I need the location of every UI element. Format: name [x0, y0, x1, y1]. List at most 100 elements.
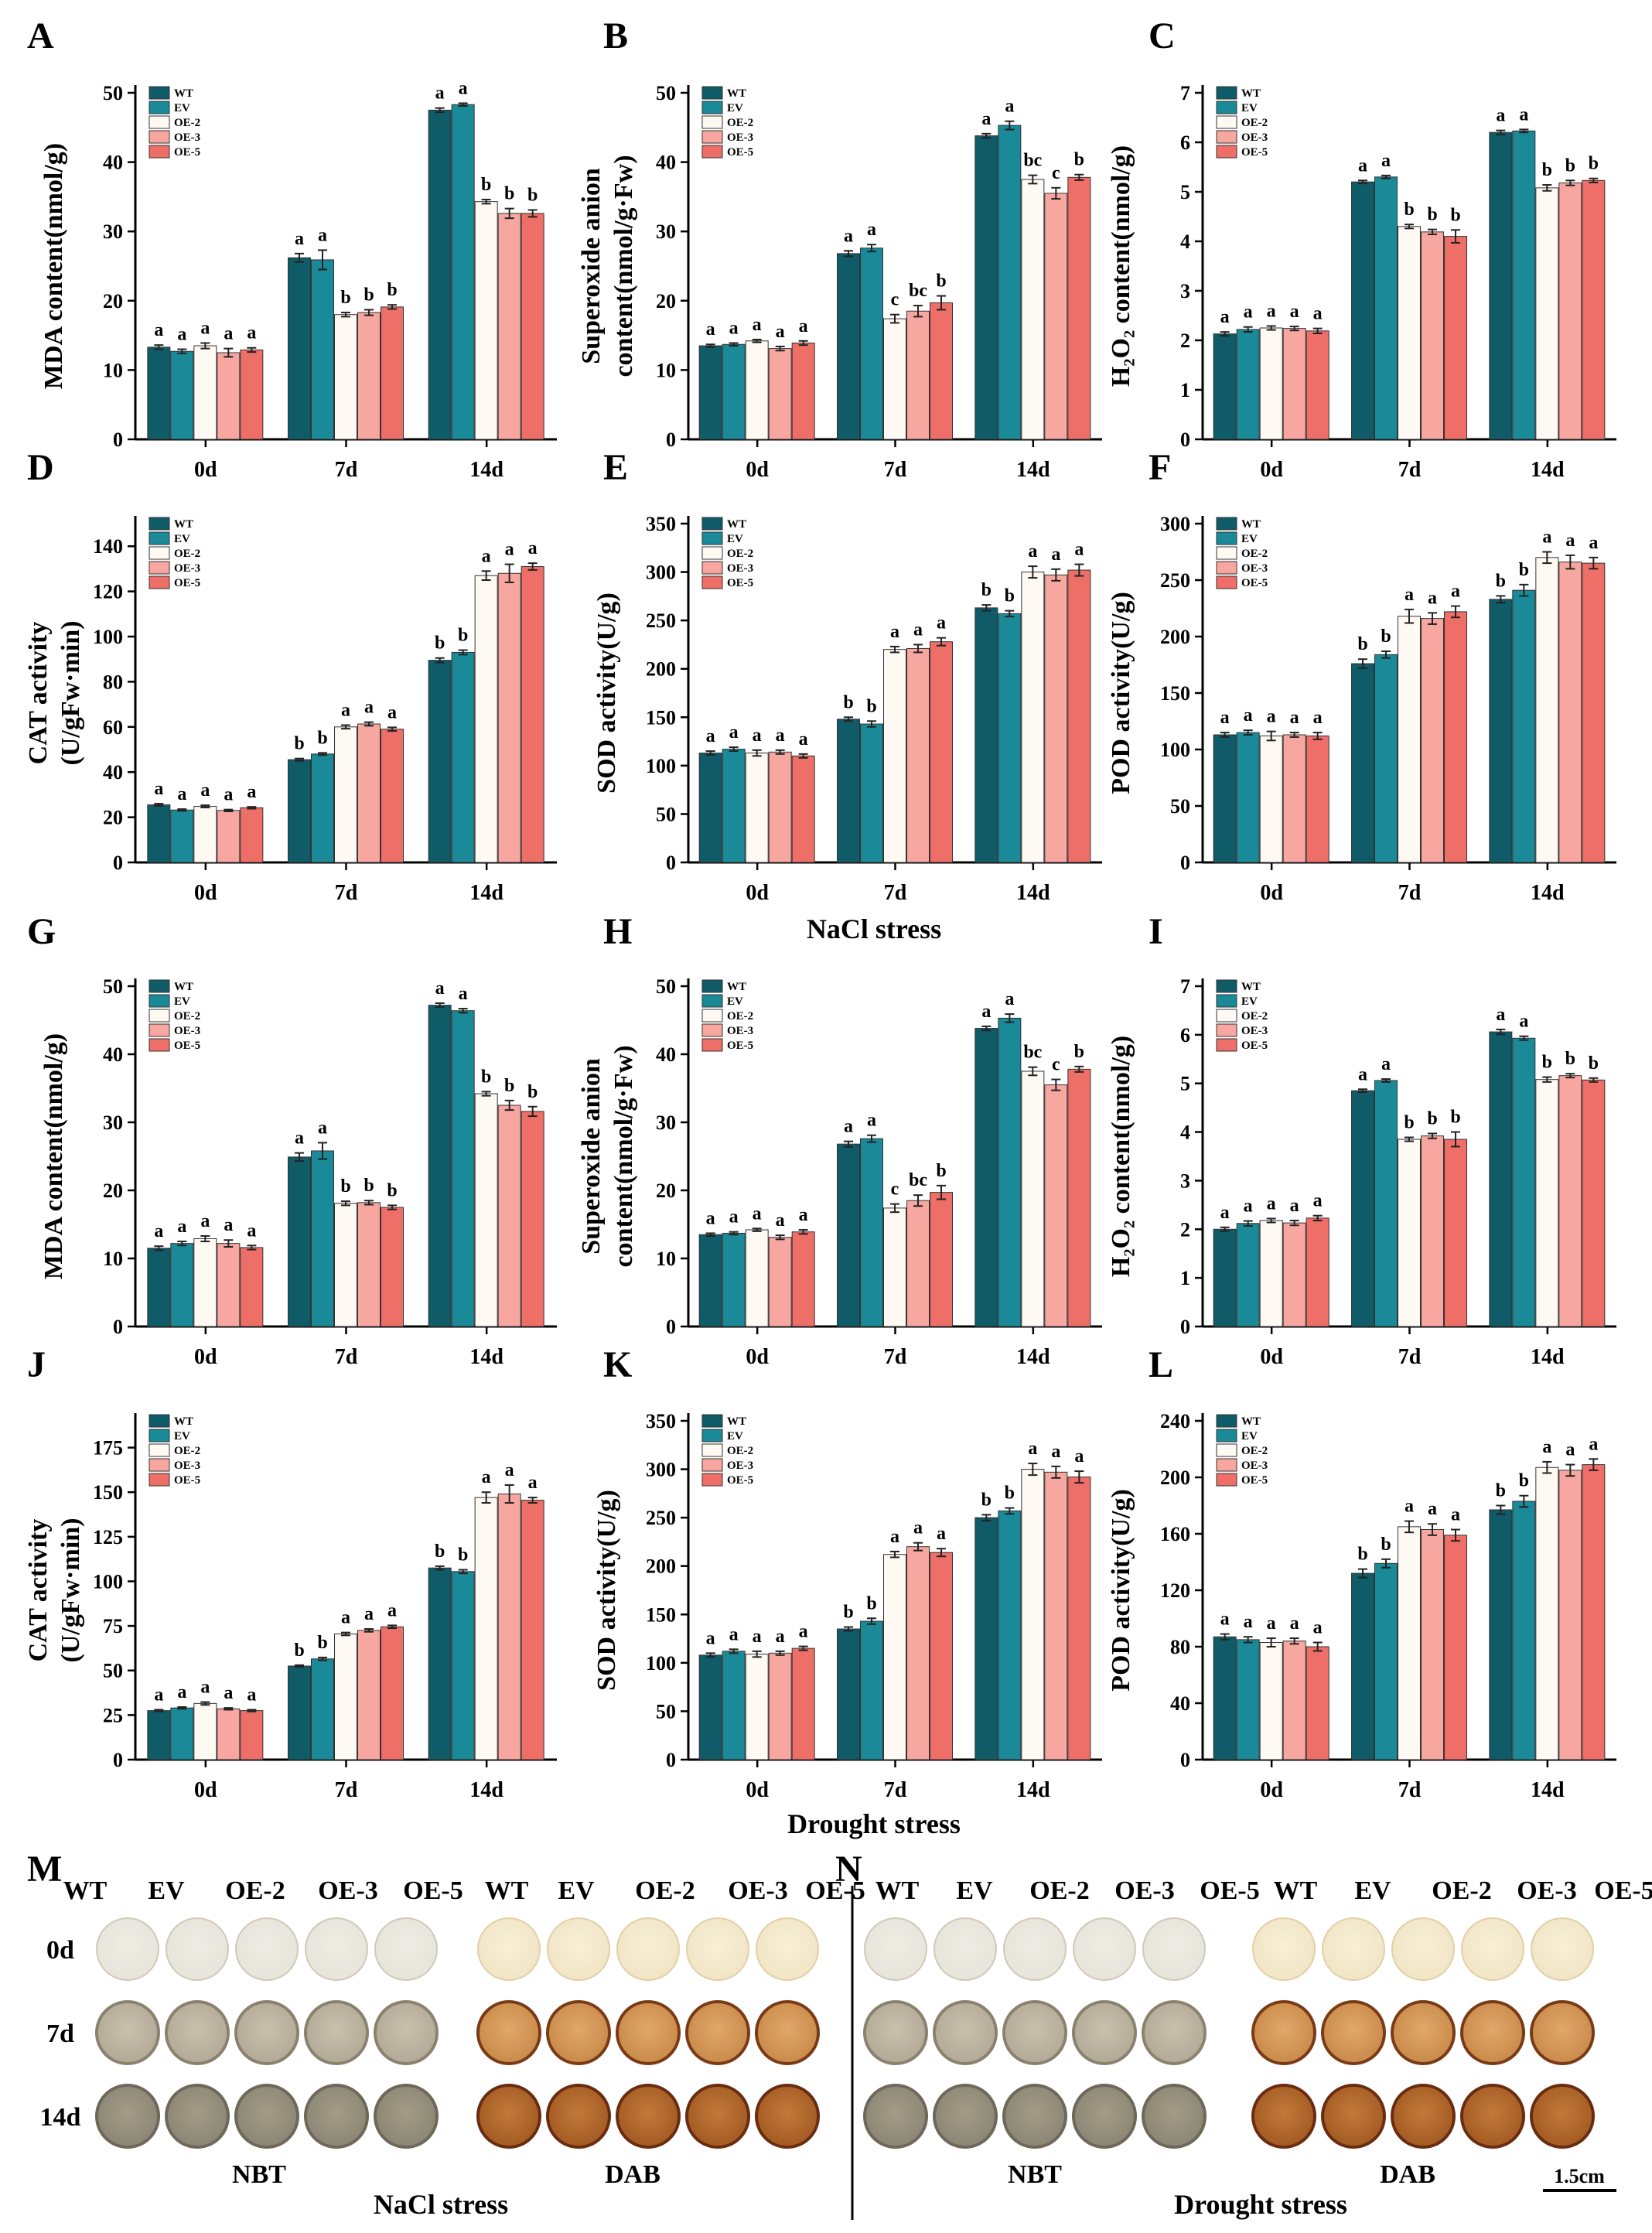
- y-axis-title: CAT activity (U/gFw·min): [24, 621, 85, 766]
- significance-letter: a: [224, 785, 233, 805]
- dab-leaf-disc: [1461, 1917, 1524, 1981]
- y-tick-label: 30: [656, 1111, 676, 1134]
- staining-photo-panels: MWT EV OE-2 OE-3 OE-5 WT EV OE-2 OE-3 OE-50d7d14d…: [27, 1849, 1652, 2220]
- bar-ev-0d: [1236, 1639, 1260, 1760]
- significance-letter: a: [247, 1221, 256, 1241]
- bar-oe-3-7d: [1421, 231, 1444, 440]
- significance-letter: b: [1542, 1053, 1552, 1073]
- legend-swatch-oe-2: [148, 546, 170, 560]
- legend-swatch-oe-5: [148, 1038, 170, 1052]
- bar-oe-3-7d: [906, 1200, 930, 1327]
- y-tick-label: 50: [103, 975, 123, 998]
- x-category-label: 14d: [1016, 458, 1050, 482]
- y-tick-label: 1: [1180, 1267, 1190, 1289]
- x-category-label: 7d: [335, 1778, 358, 1802]
- bar-oe-2-14d: [474, 1093, 498, 1327]
- significance-letter: a: [1451, 1505, 1460, 1525]
- legend-label-oe-5: OE-5: [174, 1040, 200, 1052]
- bar-oe-2-0d: [745, 340, 769, 440]
- significance-letter: a: [981, 1002, 991, 1022]
- bar-ev-14d: [998, 1510, 1022, 1760]
- x-category-label: 7d: [884, 458, 907, 482]
- significance-letter: a: [867, 1111, 876, 1131]
- photo-row-label: 14d: [40, 2103, 81, 2132]
- significance-letter: a: [1428, 1499, 1437, 1519]
- bar-oe-3-0d: [768, 1237, 792, 1327]
- bar-ev-14d: [451, 1010, 475, 1327]
- legend-label-ev: EV: [174, 102, 190, 114]
- significance-letter: b: [1404, 200, 1414, 220]
- panel-letter-c: C: [1149, 15, 1176, 56]
- significance-letter: b: [1450, 1108, 1460, 1128]
- panel-letter-d: D: [27, 447, 54, 488]
- dab-leaf-disc: [546, 2000, 611, 2065]
- legend-label-ev: EV: [1241, 1430, 1258, 1443]
- bar-oe-5-14d: [1582, 179, 1606, 440]
- y-tick-label: 0: [113, 852, 123, 874]
- bar-oe-3-7d: [357, 1630, 381, 1760]
- legend-label-ev: EV: [727, 995, 743, 1008]
- y-tick-label: 40: [103, 1043, 123, 1066]
- legend-swatch-oe-2: [1216, 115, 1237, 129]
- bar-oe-5-0d: [240, 807, 264, 863]
- legend-label-ev: EV: [1241, 995, 1258, 1008]
- bar-oe-2-7d: [1398, 616, 1421, 863]
- legend-label-oe-5: OE-5: [1241, 577, 1268, 589]
- photo-panel-n: N WT EV OE-2 OE-3 OE-5 WT EV OE-2 OE-3 OE-5 NBT DAB D…: [835, 1849, 1652, 2220]
- significance-letter: a: [1542, 1437, 1551, 1457]
- significance-letter: b: [1565, 1049, 1575, 1069]
- legend-swatch-oe-3: [701, 1458, 723, 1472]
- significance-letter: a: [890, 1527, 899, 1547]
- legend-swatch-ev: [1216, 994, 1237, 1008]
- bar-oe-3-14d: [497, 572, 521, 863]
- legend-swatch-oe-5: [148, 145, 170, 159]
- x-category-label: 7d: [884, 881, 907, 905]
- photo-column-header: EV: [558, 1876, 595, 1905]
- legend-swatch-oe-2: [701, 1443, 723, 1457]
- y-tick-label: 60: [103, 716, 123, 739]
- x-category-label: 0d: [746, 1778, 769, 1802]
- significance-letter: a: [505, 540, 514, 560]
- bar-oe-5-7d: [1444, 236, 1467, 440]
- x-category-label: 14d: [1531, 1345, 1565, 1369]
- dab-leaf-disc: [476, 2000, 541, 2065]
- significance-letter: a: [1405, 585, 1414, 605]
- significance-letter: bc: [1023, 1043, 1042, 1063]
- significance-letter: a: [937, 613, 946, 633]
- significance-letter: b: [527, 185, 538, 205]
- y-tick-label: 80: [1170, 1636, 1190, 1658]
- legend-swatch-ev: [701, 994, 723, 1008]
- bar-oe-5-14d: [1582, 562, 1606, 863]
- legend-label-oe-5: OE-5: [174, 577, 200, 589]
- significance-letter: b: [527, 1082, 538, 1102]
- bar-ev-7d: [860, 248, 883, 440]
- y-axis-title-line: content(nmol/g·Fw): [609, 1045, 638, 1267]
- bar-wt-7d: [1351, 1572, 1374, 1760]
- bar-wt-7d: [837, 719, 860, 863]
- legend-swatch-oe-2: [148, 1443, 170, 1457]
- nbt-leaf-disc: [305, 1917, 368, 1981]
- y-axis-title: H₂O₂ content(nmol/g): [1107, 1036, 1135, 1277]
- panel-letter-l: L: [1149, 1344, 1173, 1385]
- x-category-label: 0d: [194, 1778, 217, 1802]
- significance-letter: a: [1358, 155, 1367, 176]
- panel-letter-m: M: [27, 1849, 62, 1890]
- y-tick-label: 125: [93, 1526, 123, 1548]
- photo-row-label: 0d: [46, 1936, 74, 1965]
- y-axis-title-line: H₂O₂ content(nmol/g): [1107, 145, 1135, 387]
- bar-oe-5-7d: [381, 306, 404, 440]
- photo-column-header: EV: [148, 1876, 185, 1905]
- significance-letter: a: [1565, 1440, 1575, 1460]
- bar-oe-5-7d: [381, 1207, 404, 1327]
- bar-oe-3-0d: [217, 352, 241, 440]
- bar-wt-0d: [698, 345, 722, 440]
- legend-label-ev: EV: [1241, 533, 1258, 545]
- nbt-leaf-disc: [96, 1917, 159, 1981]
- significance-letter: b: [504, 184, 514, 204]
- nbt-leaf-disc: [166, 1917, 229, 1981]
- significance-letter: a: [318, 225, 327, 245]
- legend-swatch-oe-3: [701, 1023, 723, 1037]
- y-tick-label: 100: [646, 1652, 676, 1675]
- nbt-leaf-disc: [864, 1917, 927, 1981]
